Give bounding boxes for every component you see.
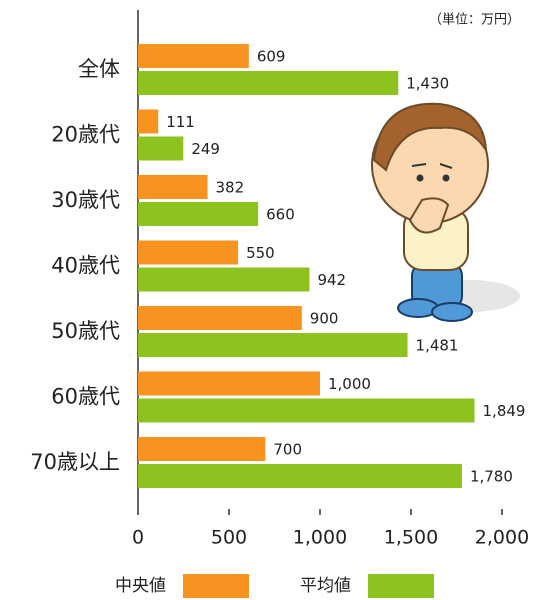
y-tick-label: 30歳代 bbox=[51, 188, 120, 212]
bar bbox=[138, 464, 462, 488]
character-illustration bbox=[372, 104, 520, 321]
bar bbox=[138, 241, 238, 265]
legend-label: 平均値 bbox=[300, 576, 351, 596]
unit-note: （単位：万円） bbox=[429, 12, 520, 28]
x-tick-label: 0 bbox=[132, 527, 144, 549]
value-label: 111 bbox=[166, 113, 195, 131]
value-label: 609 bbox=[257, 48, 286, 66]
bar bbox=[138, 372, 320, 396]
y-tick-label: 20歳代 bbox=[51, 123, 120, 147]
value-label: 550 bbox=[246, 244, 275, 262]
bar bbox=[138, 333, 408, 357]
value-label: 900 bbox=[310, 310, 339, 328]
bar bbox=[138, 399, 475, 423]
legend-label: 中央値 bbox=[115, 576, 166, 596]
bar bbox=[138, 202, 258, 226]
bar bbox=[138, 306, 302, 330]
value-label: 1,849 bbox=[483, 402, 526, 420]
legend-swatch bbox=[183, 574, 249, 598]
bar bbox=[138, 44, 249, 68]
x-tick-label: 500 bbox=[211, 527, 247, 549]
y-tick-label: 全体 bbox=[78, 57, 120, 81]
value-label: 660 bbox=[266, 206, 295, 224]
x-tick-label: 1,000 bbox=[293, 527, 347, 549]
value-label: 1,780 bbox=[470, 468, 513, 486]
bar bbox=[138, 437, 265, 461]
legend-swatch bbox=[368, 574, 434, 598]
bar bbox=[138, 110, 158, 134]
x-tick-label: 1,500 bbox=[384, 527, 438, 549]
value-label: 1,430 bbox=[406, 75, 449, 93]
bar bbox=[138, 71, 398, 95]
bar bbox=[138, 175, 208, 199]
value-label: 1,000 bbox=[328, 375, 371, 393]
value-label: 382 bbox=[216, 179, 245, 197]
value-label: 942 bbox=[317, 271, 346, 289]
value-label: 1,481 bbox=[416, 337, 459, 355]
y-tick-label: 60歳代 bbox=[51, 385, 120, 409]
bar bbox=[138, 268, 309, 292]
value-label: 700 bbox=[273, 441, 302, 459]
value-label: 249 bbox=[191, 140, 220, 158]
y-tick-label: 40歳代 bbox=[51, 254, 120, 278]
y-tick-label: 50歳代 bbox=[51, 319, 120, 343]
bar bbox=[138, 137, 183, 161]
chart: （単位：万円） 0 500 1,000 1,500 2,000 全体 609 1,430 20歳… bbox=[0, 0, 540, 600]
y-tick-label: 70歳以上 bbox=[30, 450, 120, 474]
x-tick-label: 2,000 bbox=[475, 527, 529, 549]
